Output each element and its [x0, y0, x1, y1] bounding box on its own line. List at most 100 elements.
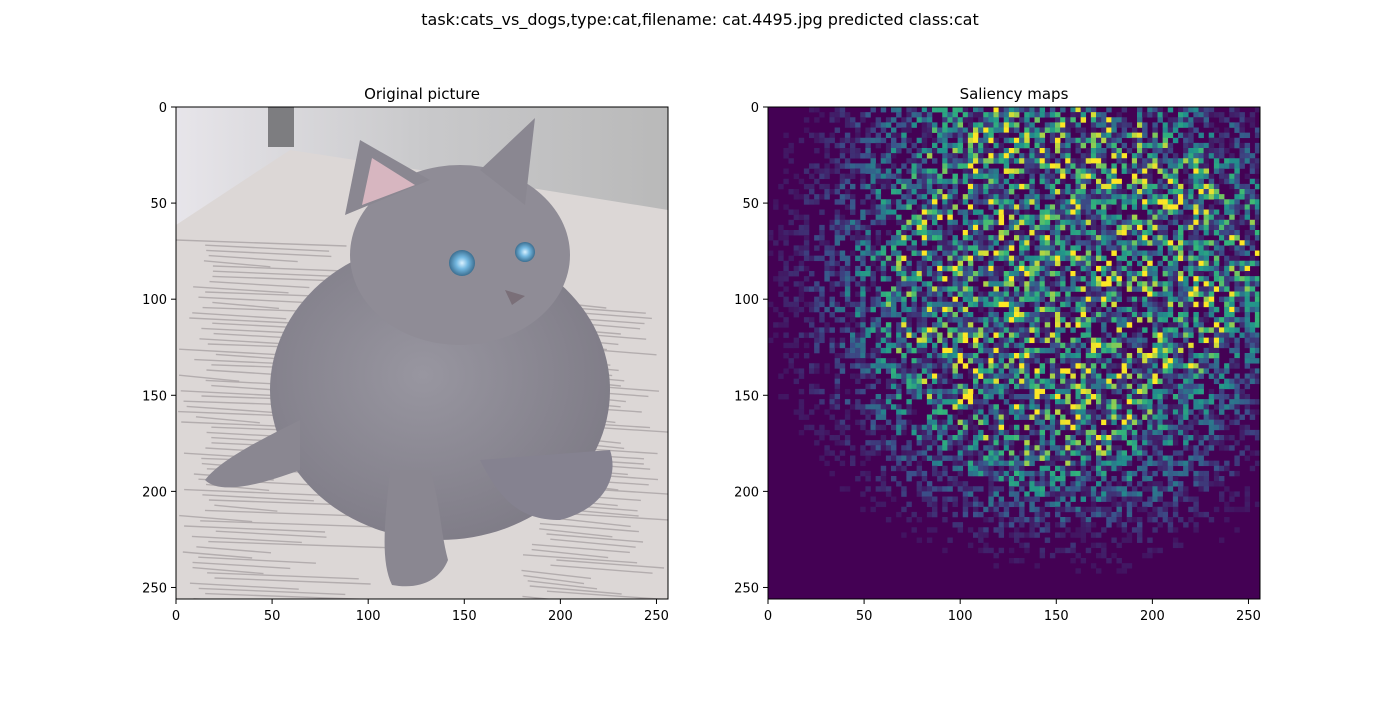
- saliency-cell: [1199, 338, 1204, 343]
- saliency-cell: [881, 169, 886, 174]
- saliency-cell: [927, 266, 932, 271]
- saliency-cell: [963, 169, 968, 174]
- saliency-cell: [912, 312, 917, 317]
- saliency-cell: [1152, 251, 1157, 256]
- saliency-cell: [783, 204, 788, 209]
- saliency-cell: [1245, 292, 1250, 297]
- saliency-cell: [906, 333, 911, 338]
- saliency-cell: [871, 327, 876, 332]
- saliency-cell: [1019, 215, 1024, 220]
- saliency-cell: [1117, 404, 1122, 409]
- photo-newspaper-line: [528, 607, 630, 615]
- saliency-cell: [1060, 276, 1065, 281]
- saliency-cell: [978, 404, 983, 409]
- saliency-cell: [1019, 169, 1024, 174]
- saliency-cell: [906, 256, 911, 261]
- saliency-cell: [901, 302, 906, 307]
- saliency-cell: [932, 122, 937, 127]
- saliency-cell: [1147, 281, 1152, 286]
- saliency-cell: [886, 379, 891, 384]
- saliency-cell: [1173, 425, 1178, 430]
- saliency-cell: [968, 425, 973, 430]
- saliency-cell: [799, 307, 804, 312]
- saliency-cell: [1132, 491, 1137, 496]
- saliency-cell: [865, 112, 870, 117]
- saliency-cell: [932, 199, 937, 204]
- saliency-cell: [999, 322, 1004, 327]
- saliency-cell: [1137, 374, 1142, 379]
- saliency-cell: [947, 363, 952, 368]
- saliency-cell: [1070, 230, 1075, 235]
- saliency-cell: [1168, 379, 1173, 384]
- saliency-cell: [1173, 138, 1178, 143]
- saliency-cell: [1106, 133, 1111, 138]
- saliency-cell: [988, 497, 993, 502]
- saliency-cell: [855, 153, 860, 158]
- saliency-cell: [876, 163, 881, 168]
- saliency-cell: [871, 220, 876, 225]
- saliency-cell: [968, 440, 973, 445]
- saliency-cell: [1132, 215, 1137, 220]
- saliency-cell: [988, 348, 993, 353]
- saliency-cell: [896, 174, 901, 179]
- saliency-cell: [876, 425, 881, 430]
- saliency-cell: [824, 153, 829, 158]
- saliency-cell: [917, 430, 922, 435]
- saliency-cell: [1142, 133, 1147, 138]
- saliency-cell: [809, 363, 814, 368]
- saliency-cell: [1081, 174, 1086, 179]
- saliency-cell: [1029, 384, 1034, 389]
- saliency-cell: [1101, 415, 1106, 420]
- saliency-cell: [912, 245, 917, 250]
- saliency-cell: [1178, 420, 1183, 425]
- saliency-cell: [1050, 133, 1055, 138]
- saliency-cell: [1081, 261, 1086, 266]
- saliency-cell: [901, 486, 906, 491]
- saliency-cell: [1086, 415, 1091, 420]
- saliency-cell: [947, 420, 952, 425]
- saliency-cell: [845, 189, 850, 194]
- saliency-cell: [978, 384, 983, 389]
- saliency-cell: [1234, 358, 1239, 363]
- saliency-cell: [1096, 507, 1101, 512]
- saliency-cell: [881, 204, 886, 209]
- saliency-cell: [1122, 420, 1127, 425]
- saliency-cell: [1060, 240, 1065, 245]
- saliency-cell: [932, 363, 937, 368]
- saliency-cell: [1091, 363, 1096, 368]
- saliency-cell: [871, 425, 876, 430]
- saliency-cell: [1024, 312, 1029, 317]
- saliency-cell: [942, 471, 947, 476]
- saliency-cell: [927, 297, 932, 302]
- saliency-cell: [1250, 122, 1255, 127]
- saliency-cell: [1245, 399, 1250, 404]
- saliency-cell: [1219, 440, 1224, 445]
- saliency-cell: [999, 420, 1004, 425]
- saliency-cell: [999, 456, 1004, 461]
- saliency-cell: [1091, 425, 1096, 430]
- saliency-cell: [881, 179, 886, 184]
- saliency-cell: [1163, 266, 1168, 271]
- saliency-cell: [978, 107, 983, 112]
- saliency-cell: [1132, 286, 1137, 291]
- saliency-cell: [958, 163, 963, 168]
- saliency-cell: [814, 363, 819, 368]
- saliency-cell: [1250, 153, 1255, 158]
- saliency-cell: [835, 363, 840, 368]
- saliency-cell: [906, 399, 911, 404]
- saliency-cell: [1188, 163, 1193, 168]
- saliency-cell: [1050, 425, 1055, 430]
- saliency-cell: [1111, 317, 1116, 322]
- saliency-cell: [1132, 497, 1137, 502]
- saliency-cell: [1255, 348, 1260, 353]
- saliency-cell: [1111, 235, 1116, 240]
- saliency-cell: [942, 425, 947, 430]
- saliency-cell: [906, 179, 911, 184]
- saliency-cell: [1117, 481, 1122, 486]
- saliency-cell: [1219, 404, 1224, 409]
- saliency-cell: [999, 512, 1004, 517]
- saliency-cell: [1111, 271, 1116, 276]
- saliency-cell: [1009, 358, 1014, 363]
- saliency-cell: [876, 415, 881, 420]
- saliency-cell: [1158, 220, 1163, 225]
